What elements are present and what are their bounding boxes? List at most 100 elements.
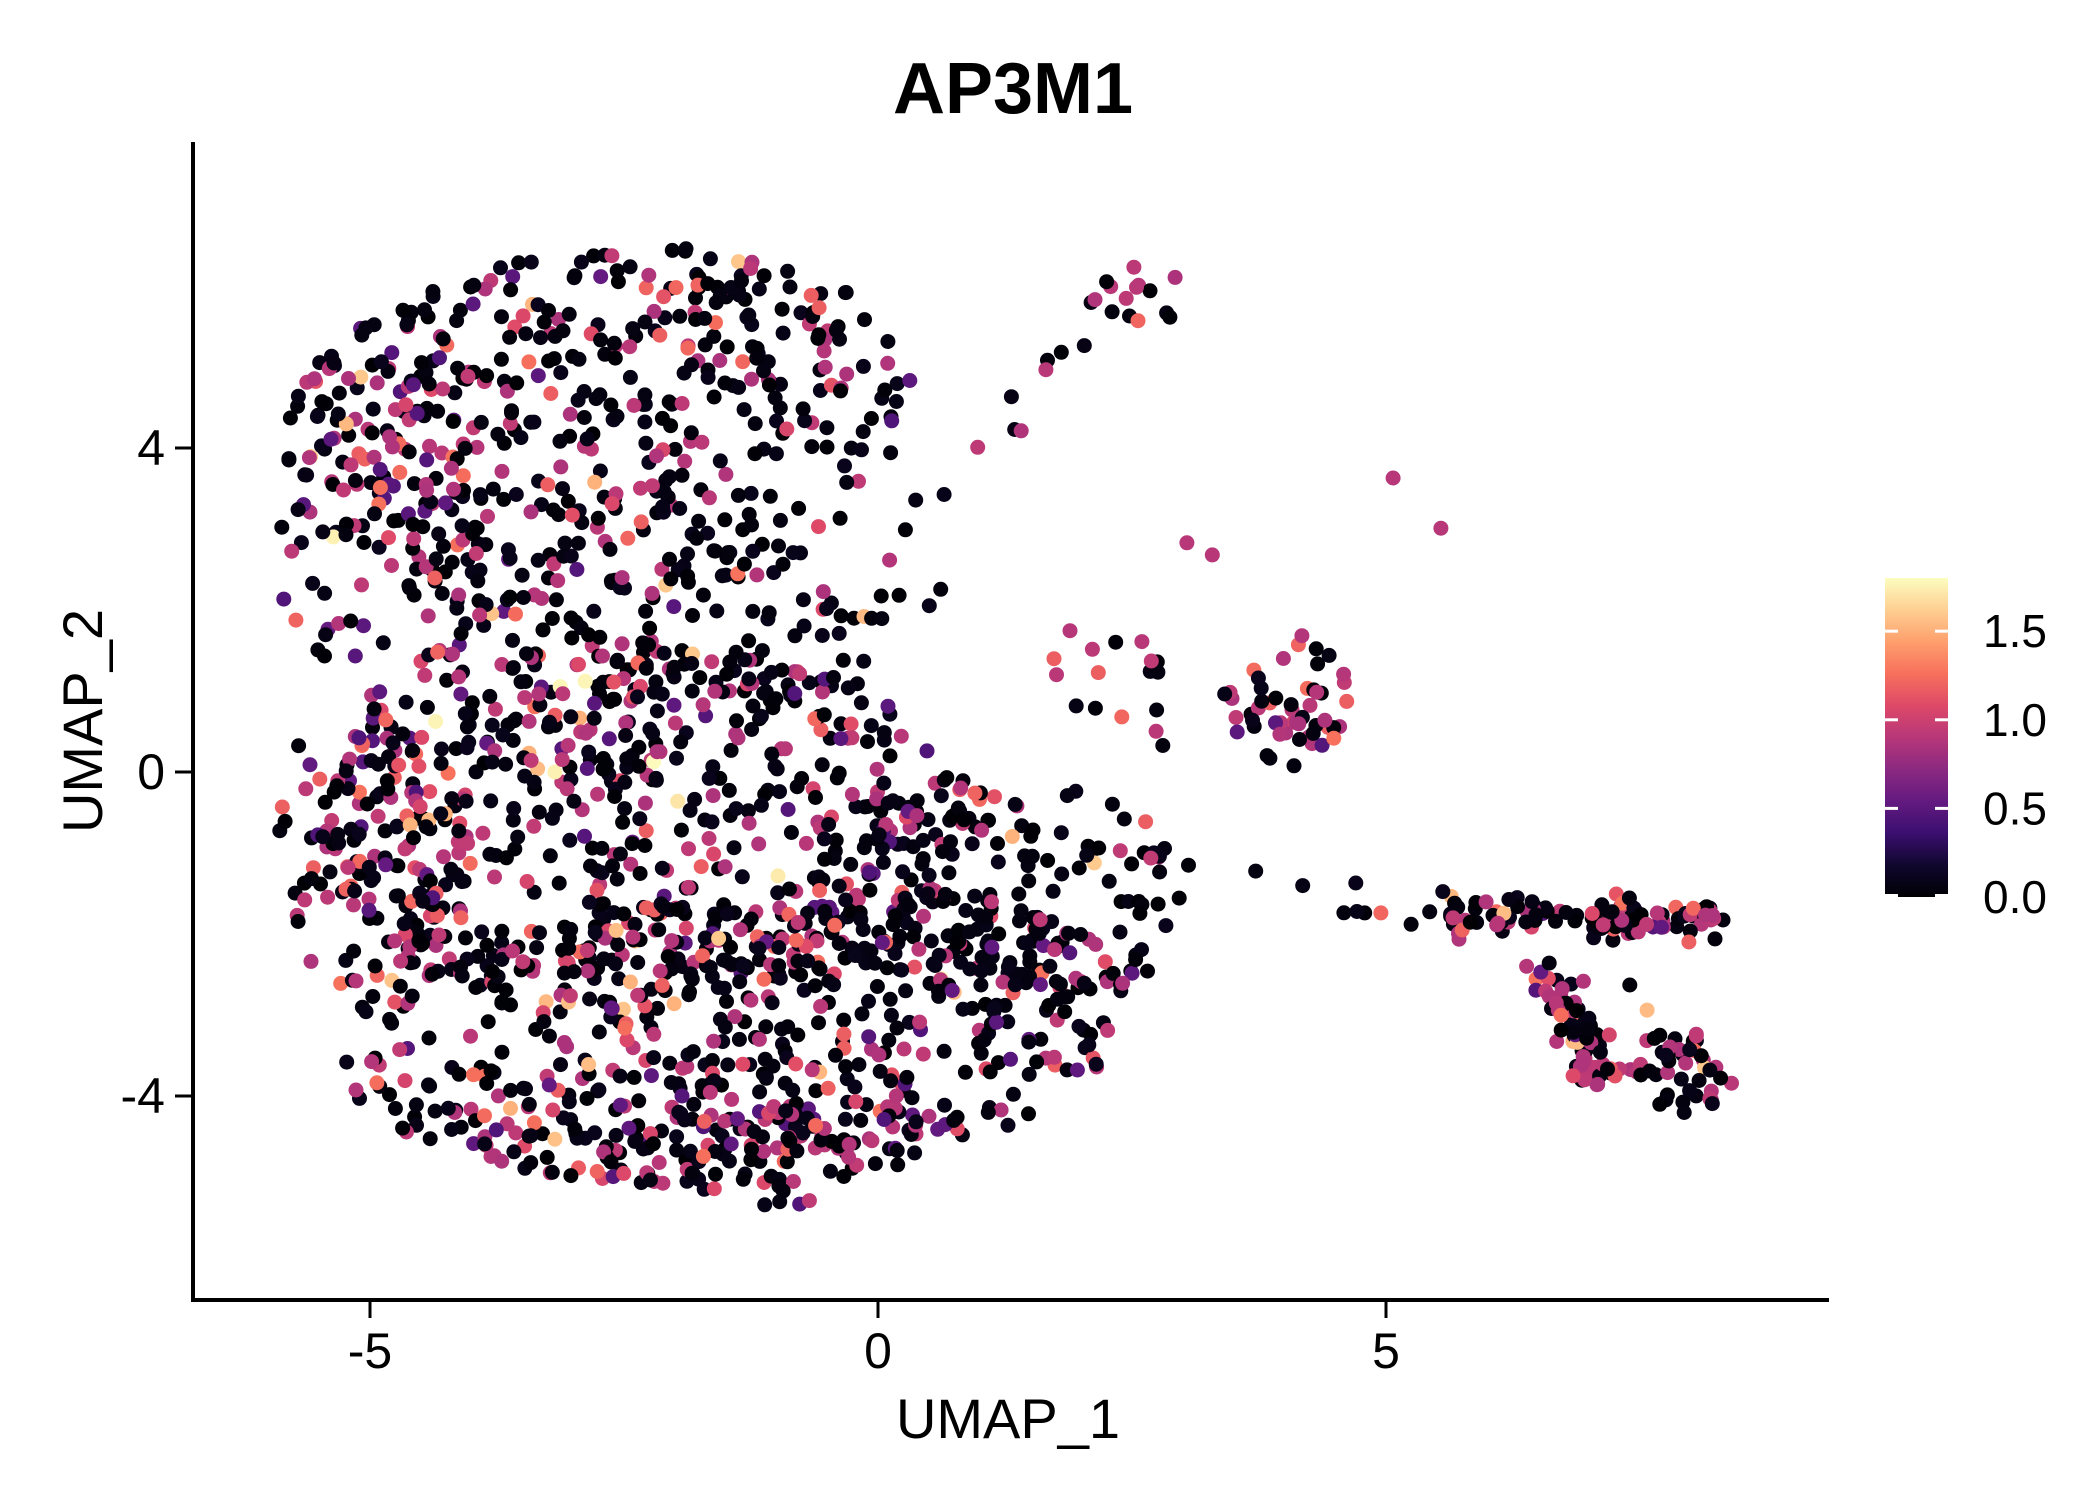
cell-point (1528, 907, 1544, 923)
cell-point (789, 1143, 805, 1159)
cell-point (341, 427, 357, 443)
cell-point (293, 535, 309, 551)
cell-point (1079, 847, 1095, 863)
cell-point (956, 812, 972, 828)
cell-point (863, 411, 879, 426)
cell-point (876, 725, 892, 741)
cell-point (656, 289, 672, 305)
cell-point (329, 778, 345, 794)
cell-point (744, 722, 760, 737)
cell-point (387, 1101, 403, 1116)
cell-point (1435, 884, 1451, 900)
cell-point (579, 1091, 595, 1106)
cell-point (1087, 292, 1103, 308)
cell-point (473, 414, 489, 430)
cell-point (477, 1108, 492, 1124)
cell-point (1217, 686, 1233, 702)
cell-point (728, 644, 744, 660)
cell-point (494, 952, 510, 967)
cell-point (780, 802, 796, 817)
cell-point (1682, 1042, 1698, 1058)
cell-point (505, 660, 521, 676)
cell-point (666, 697, 682, 713)
cell-point (667, 441, 683, 457)
cell-point (1124, 965, 1140, 981)
cell-point (338, 763, 354, 779)
cell-point (541, 1077, 557, 1093)
cell-point (555, 323, 571, 339)
cell-point (658, 472, 674, 488)
cell-point (1305, 725, 1321, 741)
cell-point (656, 899, 671, 915)
cell-point (1061, 925, 1076, 941)
cell-point (539, 1149, 555, 1165)
cell-point (415, 893, 431, 909)
cell-point (785, 1174, 801, 1189)
cell-point (648, 770, 664, 786)
cell-point (643, 1068, 659, 1084)
cell-point (475, 825, 491, 841)
cell-point (425, 284, 441, 299)
cell-point (560, 737, 576, 753)
cell-point (936, 487, 952, 502)
cell-point (821, 817, 837, 832)
cell-point (780, 1019, 796, 1035)
cell-point (1047, 942, 1063, 958)
cell-point (521, 1096, 537, 1112)
cell-point (371, 539, 387, 555)
cell-point (1575, 973, 1591, 989)
cell-point (837, 1111, 853, 1127)
cell-point (479, 368, 495, 384)
cell-point (427, 570, 443, 586)
cell-point (457, 706, 473, 722)
cell-point (908, 1114, 924, 1130)
cell-point (837, 458, 852, 474)
cell-point (542, 848, 558, 864)
cell-point (453, 910, 469, 926)
cell-point (1116, 811, 1132, 827)
cell-point (708, 295, 724, 311)
cell-point (1229, 724, 1245, 740)
cell-point (544, 1164, 560, 1180)
cell-point (672, 501, 688, 516)
cell-point (562, 988, 578, 1004)
cell-point (1403, 916, 1419, 932)
cell-point (338, 516, 354, 532)
cell-point (1029, 1054, 1045, 1070)
cell-point (361, 891, 377, 907)
cell-point (706, 846, 722, 862)
cell-point (561, 306, 577, 322)
cell-point (692, 670, 708, 686)
cell-point (317, 648, 332, 664)
cell-point (871, 1047, 887, 1063)
cell-point (482, 846, 498, 862)
cell-point (637, 314, 653, 330)
cell-point (700, 276, 716, 292)
cell-point (339, 1054, 355, 1070)
cell-point (1007, 796, 1023, 812)
cell-point (869, 761, 885, 777)
cell-point (867, 1156, 883, 1172)
cell-point (712, 453, 728, 469)
cell-point (531, 804, 547, 820)
cell-point (854, 442, 869, 458)
cell-point (454, 968, 470, 984)
cell-point (563, 1168, 579, 1184)
cell-point (1490, 915, 1506, 931)
cell-point (1024, 848, 1040, 864)
cell-point (439, 672, 455, 688)
cell-point (606, 674, 622, 690)
cell-point (1143, 653, 1159, 669)
cell-point (907, 1145, 923, 1161)
cell-point (663, 1075, 679, 1090)
cell-point (282, 410, 298, 426)
cell-point (744, 371, 759, 387)
cell-point (610, 274, 626, 290)
y-axis-title: UMAP_2 (51, 609, 114, 833)
cell-point (680, 546, 695, 562)
cell-point (399, 317, 415, 333)
cell-point (577, 828, 592, 844)
cell-point (766, 1099, 782, 1115)
cell-point (1317, 712, 1333, 728)
cell-point (518, 326, 534, 342)
